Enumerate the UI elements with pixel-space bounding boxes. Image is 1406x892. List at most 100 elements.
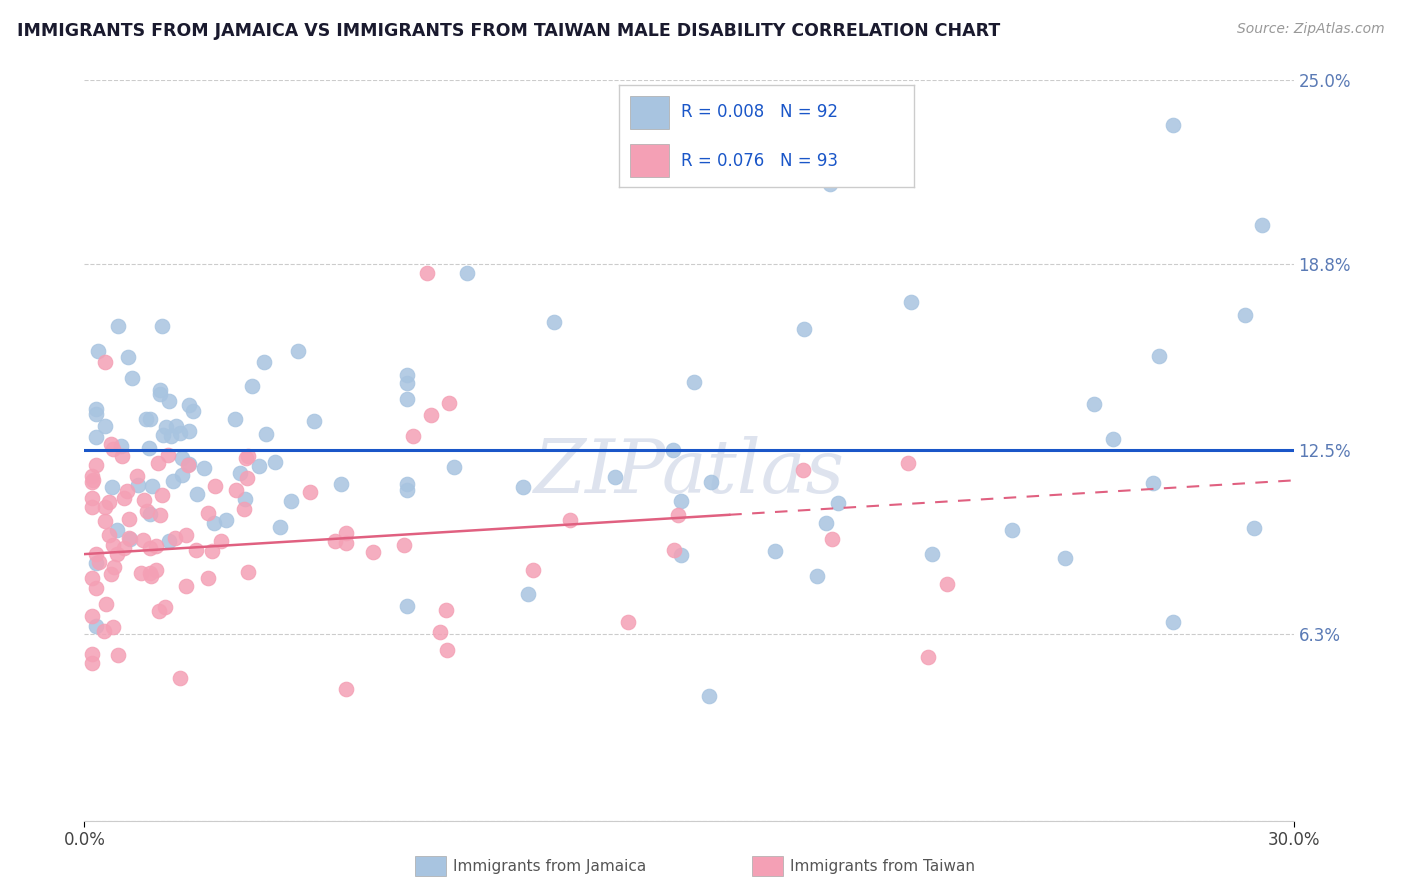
Point [148,604,170,618]
Point [82,571,104,585]
Point [242,378,264,392]
Point [134,492,156,507]
Point [236,471,259,485]
Point [86,407,108,421]
Point [105,547,128,561]
Point [335,526,357,541]
Point [186,487,208,501]
FancyBboxPatch shape [630,96,669,128]
Point [395,368,418,383]
Point [229,466,252,480]
FancyBboxPatch shape [630,145,669,177]
Point [193,460,215,475]
Point [392,537,415,551]
Text: ZIPatlas: ZIPatlas [533,436,845,509]
Point [224,411,246,425]
Point [82,474,104,488]
Point [93,354,115,368]
Point [235,451,257,466]
Point [157,449,180,463]
Point [666,508,689,522]
Point [429,624,451,639]
Point [150,319,173,334]
Point [160,429,183,443]
Text: R = 0.076   N = 93: R = 0.076 N = 93 [681,152,838,169]
Point [145,539,167,553]
Point [100,566,122,581]
Point [149,508,172,522]
Point [363,545,385,559]
Point [174,528,197,542]
Point [763,544,786,558]
Point [662,443,685,458]
Point [117,350,139,364]
Point [443,460,465,475]
Point [118,533,141,547]
Point [139,569,162,583]
Point [127,478,149,492]
Point [814,516,837,530]
Point [1243,521,1265,535]
Point [115,484,138,499]
Point [900,295,922,310]
Point [416,266,439,280]
Point [225,483,247,497]
Point [84,547,107,561]
Point [215,513,238,527]
Point [107,648,129,662]
Point [184,543,207,558]
Point [157,533,180,548]
Point [86,619,108,633]
Point [197,571,219,585]
Point [897,456,920,470]
Point [107,318,129,333]
Point [1102,433,1125,447]
Point [183,404,205,418]
Point [118,531,141,545]
Point [560,513,582,527]
Point [82,608,104,623]
Point [204,479,226,493]
Point [82,475,104,489]
Point [105,523,128,537]
Point [87,343,110,358]
Point [111,449,134,463]
Point [135,412,157,426]
Point [434,603,457,617]
Point [169,425,191,440]
Point [1233,308,1256,322]
Point [543,315,565,329]
Point [921,548,943,562]
Point [252,355,274,369]
Point [94,514,117,528]
Point [235,58,257,72]
Point [101,538,124,552]
Point [323,534,346,549]
Point [669,494,692,508]
Point [146,456,169,470]
Point [138,441,160,455]
Point [1362,517,1385,532]
Point [179,424,201,438]
Point [806,568,828,582]
Point [1251,219,1274,233]
Point [238,449,260,463]
Point [103,442,125,456]
Point [1161,118,1184,132]
Point [138,508,160,522]
Point [917,649,939,664]
Point [82,656,104,670]
Point [1147,350,1170,364]
Point [86,556,108,570]
Point [335,682,357,697]
Point [139,412,162,426]
Point [1142,476,1164,491]
Point [456,266,478,280]
Point [136,504,159,518]
Point [139,541,162,555]
Point [98,528,121,542]
Point [335,535,357,549]
Text: R = 0.008   N = 92: R = 0.008 N = 92 [681,103,838,121]
Point [269,520,291,534]
Point [84,581,107,595]
